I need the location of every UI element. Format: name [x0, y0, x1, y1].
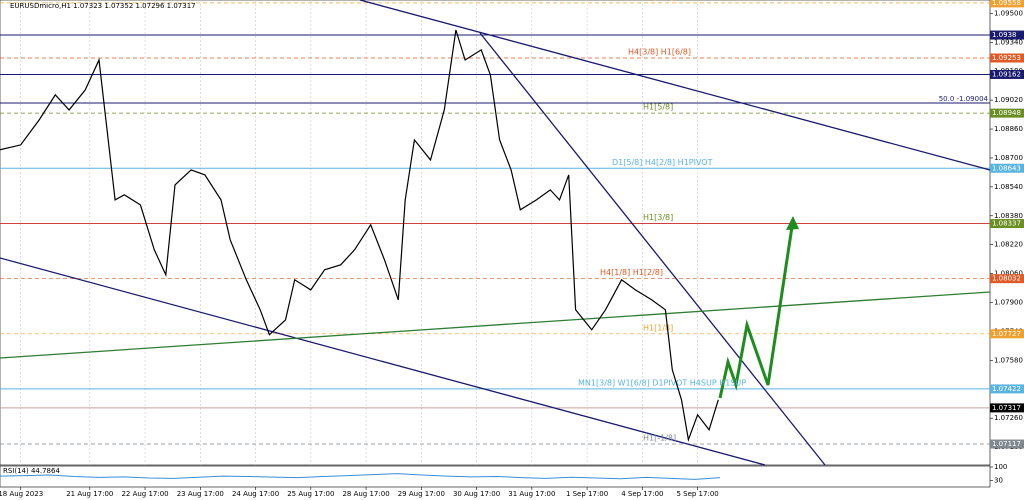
y-tick-label: 1.09340	[994, 38, 1023, 46]
arrow-head	[786, 216, 799, 230]
y-tick-label: 1.08220	[994, 241, 1023, 249]
price-box	[990, 403, 1024, 413]
y-tick-label: 1.08700	[994, 154, 1023, 162]
price-box	[990, 439, 1024, 449]
trend-line	[0, 291, 991, 359]
price-box-label: 1.08643	[992, 164, 1021, 172]
rsi-tick-label: 30	[994, 476, 1003, 484]
y-tick-label: 1.08380	[994, 212, 1023, 220]
trend-line	[359, 0, 991, 171]
plot-frame	[0, 0, 991, 466]
level-note: MN1[3/8] W1[6/8] D1PIVOT H4SUP H1SUP	[578, 378, 746, 387]
x-tick-label: 25 Aug 17:00	[287, 490, 334, 498]
level-note: H1[7/8]	[643, 0, 673, 1]
price-box-label: 1.08948	[992, 109, 1021, 117]
y-tick-label: 1.08540	[994, 183, 1023, 191]
x-tick-label: 18 Aug 2023	[0, 490, 43, 498]
rsi-tick-label: 100	[994, 463, 1007, 471]
level-note: H4[3/8] H1[6/8]	[628, 48, 691, 57]
level-note: H1[-1/8]	[643, 434, 676, 443]
level-text: 50.0 -1.09004	[939, 95, 989, 103]
price-box	[990, 0, 1024, 8]
x-tick-label: 5 Sep 17:00	[676, 490, 718, 498]
price-box	[990, 384, 1024, 394]
price-box	[990, 329, 1024, 339]
price-box	[990, 69, 1024, 79]
y-tick-label: 1.08060	[994, 270, 1023, 278]
y-tick-label: 1.07900	[994, 299, 1023, 307]
price-box	[990, 274, 1024, 284]
rsi-label: RSI(14) 44.7864	[3, 467, 60, 475]
y-tick-label: 1.07580	[994, 356, 1023, 364]
price-box-label: 1.07317	[992, 404, 1021, 412]
x-tick-label: 21 Aug 17:00	[66, 490, 113, 498]
x-tick-label: 31 Aug 17:00	[508, 490, 555, 498]
level-note: D1[5/8] H4[2/8] H1PIVOT	[612, 158, 713, 167]
x-tick-label: 24 Aug 17:00	[232, 490, 279, 498]
price-box	[990, 163, 1024, 173]
y-tick-label: 1.09500	[994, 9, 1023, 17]
price-box-label: 1.0938	[992, 31, 1017, 39]
x-tick-label: 30 Aug 17:00	[453, 490, 500, 498]
price-box	[990, 30, 1024, 40]
price-box-label: 1.08337	[992, 220, 1021, 228]
forecast-arrow	[718, 219, 795, 399]
level-note: H4[1/8] H1[2/8]	[600, 268, 663, 277]
x-tick-label: 22 Aug 17:00	[121, 490, 168, 498]
level-note: H1[1/8]	[643, 323, 673, 332]
y-tick-label: 1.07260	[994, 414, 1023, 422]
price-box-label: 1.07117	[992, 440, 1021, 448]
price-line	[0, 29, 719, 443]
price-box	[990, 219, 1024, 229]
price-box-label: 1.09253	[992, 54, 1021, 62]
price-box-label: 1.07422	[992, 385, 1021, 393]
trend-line	[0, 257, 766, 466]
trend-line	[479, 32, 826, 466]
price-box	[990, 108, 1024, 118]
x-tick-label: 1 Sep 17:00	[566, 490, 608, 498]
y-tick-label: 1.08860	[994, 125, 1023, 133]
level-note: H1[3/8]	[643, 213, 673, 222]
price-box-label: 1.09162	[992, 70, 1021, 78]
price-box-label: 1.07727	[992, 330, 1021, 338]
price-box-label: 1.08032	[992, 275, 1021, 283]
x-tick-label: 23 Aug 17:00	[177, 490, 224, 498]
x-tick-label: 28 Aug 17:00	[342, 490, 389, 498]
rsi-line	[0, 473, 721, 480]
level-note: H1[5/8]	[643, 103, 673, 112]
price-box	[990, 53, 1024, 63]
layers	[0, 0, 990, 465]
x-tick-label: 29 Aug 17:00	[398, 490, 445, 498]
x-tick-label: 4 Sep 17:00	[621, 490, 663, 498]
price-box-label: 1.09558	[992, 0, 1021, 7]
y-tick-label: 1.09020	[994, 96, 1023, 104]
chart-title: EURUSDmicro,H1 1.07323 1.07352 1.07296 1…	[10, 2, 196, 10]
